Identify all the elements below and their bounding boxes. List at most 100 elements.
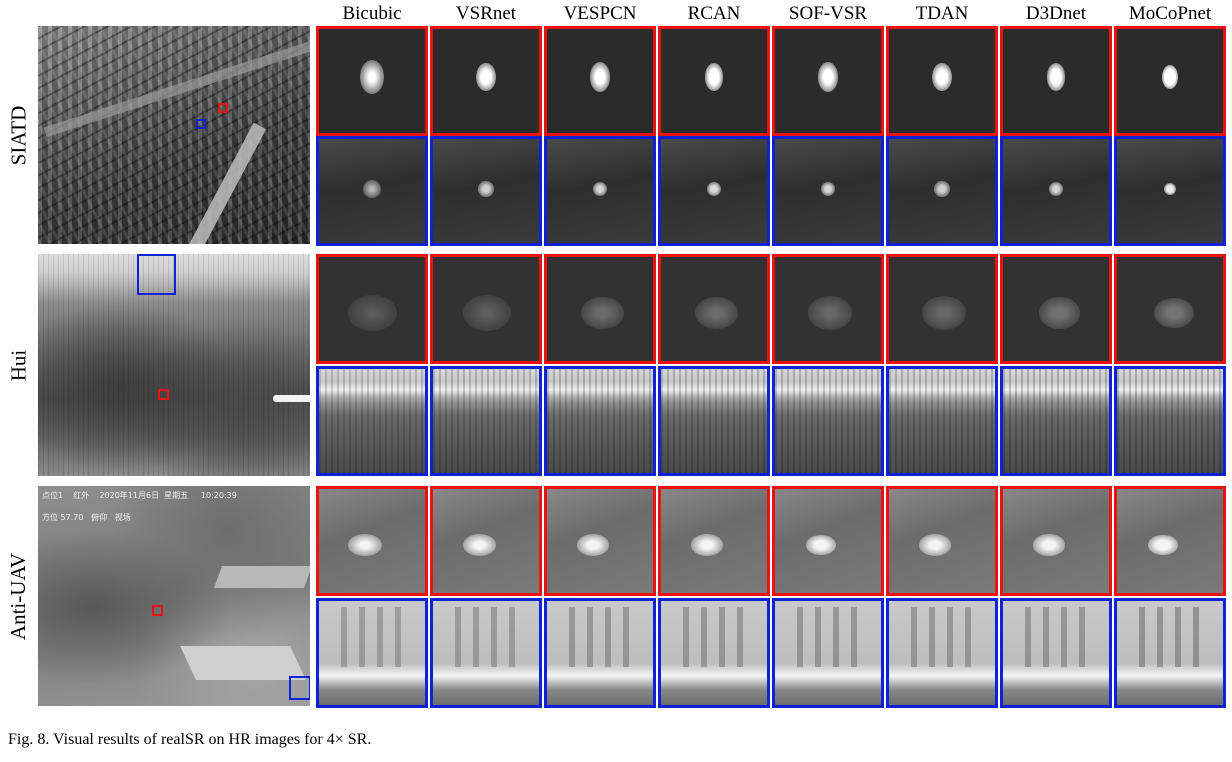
patch-content	[661, 369, 767, 473]
patch-sofvsr-blue	[772, 598, 884, 708]
patch-vsrnet-red	[430, 254, 542, 364]
patch-content	[581, 296, 625, 330]
siatd-overview-image	[38, 26, 310, 244]
patch-content	[1033, 534, 1065, 556]
patch-content	[359, 60, 385, 94]
red-region-marker	[158, 389, 169, 400]
patch-content	[1163, 182, 1177, 196]
patch-content	[918, 534, 952, 556]
patch-d3dnet-red	[1000, 486, 1112, 596]
patch-content	[576, 534, 610, 556]
patch-content	[704, 63, 724, 91]
patch-content	[348, 533, 382, 557]
patch-content	[932, 62, 952, 92]
patch-content	[1139, 607, 1205, 667]
red-region-marker	[152, 605, 163, 616]
row-label-hui: Hui	[0, 254, 38, 476]
patch-content	[775, 369, 881, 473]
patch-rcan-red	[658, 26, 770, 136]
patch-content	[462, 534, 496, 556]
roof-shape	[180, 646, 306, 680]
patch-vespcn-red	[544, 486, 656, 596]
patch-bicubic-blue	[316, 598, 428, 708]
method-header-tdan: TDAN	[915, 3, 969, 24]
osd-line-1: 点位1 红外 2020年11月6日 星期五 10:20:39	[42, 490, 237, 501]
row-label-text: Anti-UAV	[6, 552, 31, 640]
patch-vsrnet-blue	[430, 598, 542, 708]
osd-text: 视场	[114, 513, 131, 522]
patch-content	[463, 295, 511, 331]
patch-content	[547, 369, 653, 473]
patch-content	[1154, 297, 1194, 329]
patch-content	[433, 369, 539, 473]
patch-content	[922, 296, 967, 330]
patch-content	[683, 607, 749, 667]
patch-content	[1148, 535, 1178, 555]
patch-content	[706, 181, 722, 197]
patch-content	[1025, 607, 1091, 667]
patch-content	[592, 181, 608, 197]
osd-text: 俯仰	[91, 513, 108, 522]
patch-bicubic-blue	[316, 136, 428, 246]
patch-tdan-red	[886, 486, 998, 596]
patch-content	[569, 607, 635, 667]
patch-content	[695, 296, 739, 330]
osd-text: 点位1	[42, 491, 64, 500]
red-region-marker	[218, 103, 228, 113]
patch-content	[911, 607, 977, 667]
patch-content	[589, 62, 611, 92]
patch-vsrnet-red	[430, 26, 542, 136]
patch-sofvsr-red	[772, 26, 884, 136]
patch-content	[889, 369, 995, 473]
patch-sofvsr-red	[772, 486, 884, 596]
patch-mocopnet-red	[1114, 254, 1226, 364]
patch-rcan-blue	[658, 598, 770, 708]
method-header-d3dnet: D3Dnet	[1025, 3, 1087, 24]
blue-region-marker	[137, 254, 176, 295]
patch-tdan-blue	[886, 366, 998, 476]
method-header-mocopnet: MoCoPnet	[1128, 3, 1212, 24]
patch-content	[362, 179, 382, 199]
patch-sofvsr-red	[772, 254, 884, 364]
patch-content	[797, 607, 863, 667]
osd-text: 10:20:39	[200, 491, 237, 500]
patch-content	[820, 181, 836, 197]
road-shape	[173, 122, 267, 244]
patch-d3dnet-blue	[1000, 598, 1112, 708]
patch-vespcn-red	[544, 26, 656, 136]
patch-tdan-blue	[886, 598, 998, 708]
row-label-text: SIATD	[6, 105, 31, 165]
patch-d3dnet-blue	[1000, 366, 1112, 476]
patch-tdan-blue	[886, 136, 998, 246]
patch-content	[808, 296, 853, 330]
patch-rcan-blue	[658, 136, 770, 246]
row-label-anti-uav: Anti-UAV	[0, 486, 38, 706]
patch-content	[1161, 64, 1179, 90]
hui-overview-image	[38, 254, 310, 476]
patch-mocopnet-blue	[1114, 136, 1226, 246]
patch-vespcn-red	[544, 254, 656, 364]
patch-mocopnet-red	[1114, 26, 1226, 136]
method-header-bicubic: Bicubic	[342, 3, 402, 24]
patch-content	[455, 607, 521, 667]
anti-uav-overview-image: 点位1 红外 2020年11月6日 星期五 10:20:39 方位 57.70 …	[38, 486, 310, 706]
osd-text: 方位 57.70	[42, 513, 84, 522]
osd-text: 2020年11月6日	[99, 491, 160, 500]
osd-line-2: 方位 57.70 俯仰 视场	[42, 512, 131, 523]
patch-d3dnet-red	[1000, 26, 1112, 136]
patch-vespcn-blue	[544, 598, 656, 708]
lake-shape	[273, 395, 310, 402]
row-label-text: Hui	[6, 349, 31, 381]
patch-vespcn-blue	[544, 136, 656, 246]
blue-region-marker	[196, 119, 206, 129]
patch-content	[1039, 297, 1080, 329]
patch-rcan-red	[658, 486, 770, 596]
patch-bicubic-blue	[316, 366, 428, 476]
patch-content	[934, 181, 950, 197]
patch-content	[1048, 181, 1064, 197]
patch-tdan-red	[886, 26, 998, 136]
patch-vsrnet-blue	[430, 366, 542, 476]
patch-tdan-red	[886, 254, 998, 364]
patch-rcan-blue	[658, 366, 770, 476]
patch-content	[348, 294, 398, 332]
